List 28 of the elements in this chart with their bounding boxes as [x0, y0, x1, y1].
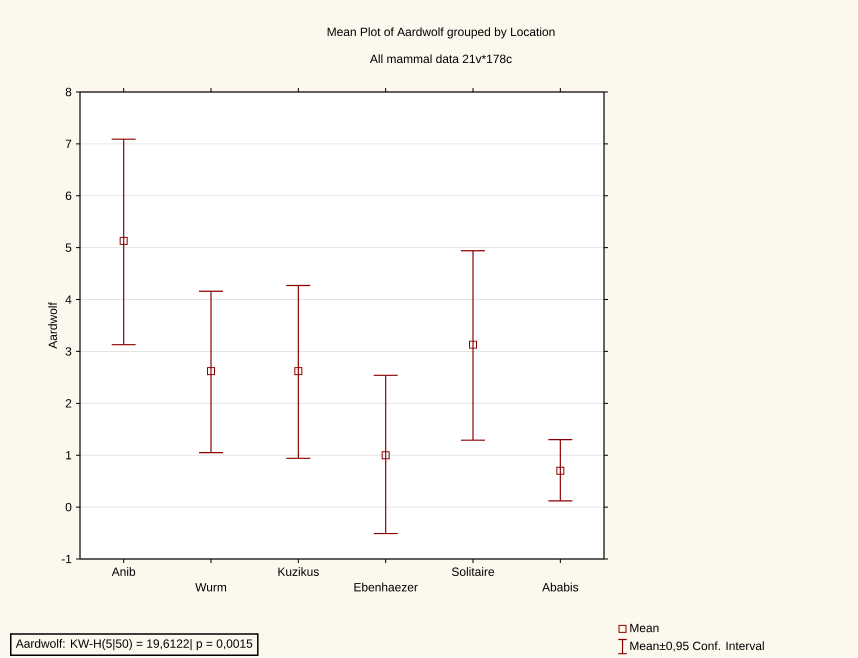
chart-title: Mean Plot of Aardwolf grouped by Location	[328, 27, 554, 38]
y-tick-label: 0	[66, 502, 72, 512]
x-tick-label: Kuzikus	[278, 567, 319, 576]
x-tick-label: Ababis	[542, 582, 578, 592]
point	[294, 367, 302, 376]
y-tick-label: 7	[66, 140, 72, 148]
text: Aardwolf: KW-H(5|50) = 19,6122| p = 0,0015	[16, 639, 252, 650]
point	[120, 236, 128, 245]
y-axis-title: Aardwolf	[48, 302, 58, 349]
x-tick-label: Ebenhaezer	[354, 582, 418, 592]
point	[382, 451, 390, 460]
chart-subtitle: All mammal data 21v*178c	[370, 54, 512, 64]
y-tick-label: 8	[66, 88, 72, 96]
y-tick-label: 5	[66, 243, 72, 252]
y-tick-label: 4	[65, 295, 72, 304]
y-tick-label: 1	[66, 451, 72, 460]
point	[207, 367, 216, 376]
x-tick-label: Solitaire	[452, 567, 494, 576]
point	[469, 340, 478, 349]
point	[556, 466, 564, 475]
y-tick-label: 2	[66, 399, 72, 408]
x-tick-label: Anib	[112, 567, 136, 576]
legend-label: Mean	[630, 624, 658, 632]
text: Mean±0,95 Conf. Interval	[630, 641, 764, 652]
y-tick-label: 6	[66, 192, 72, 200]
y-tick-label: -1	[62, 554, 72, 564]
y-tick-label: 3	[66, 347, 72, 356]
x-tick-label: Wurm	[195, 583, 226, 592]
